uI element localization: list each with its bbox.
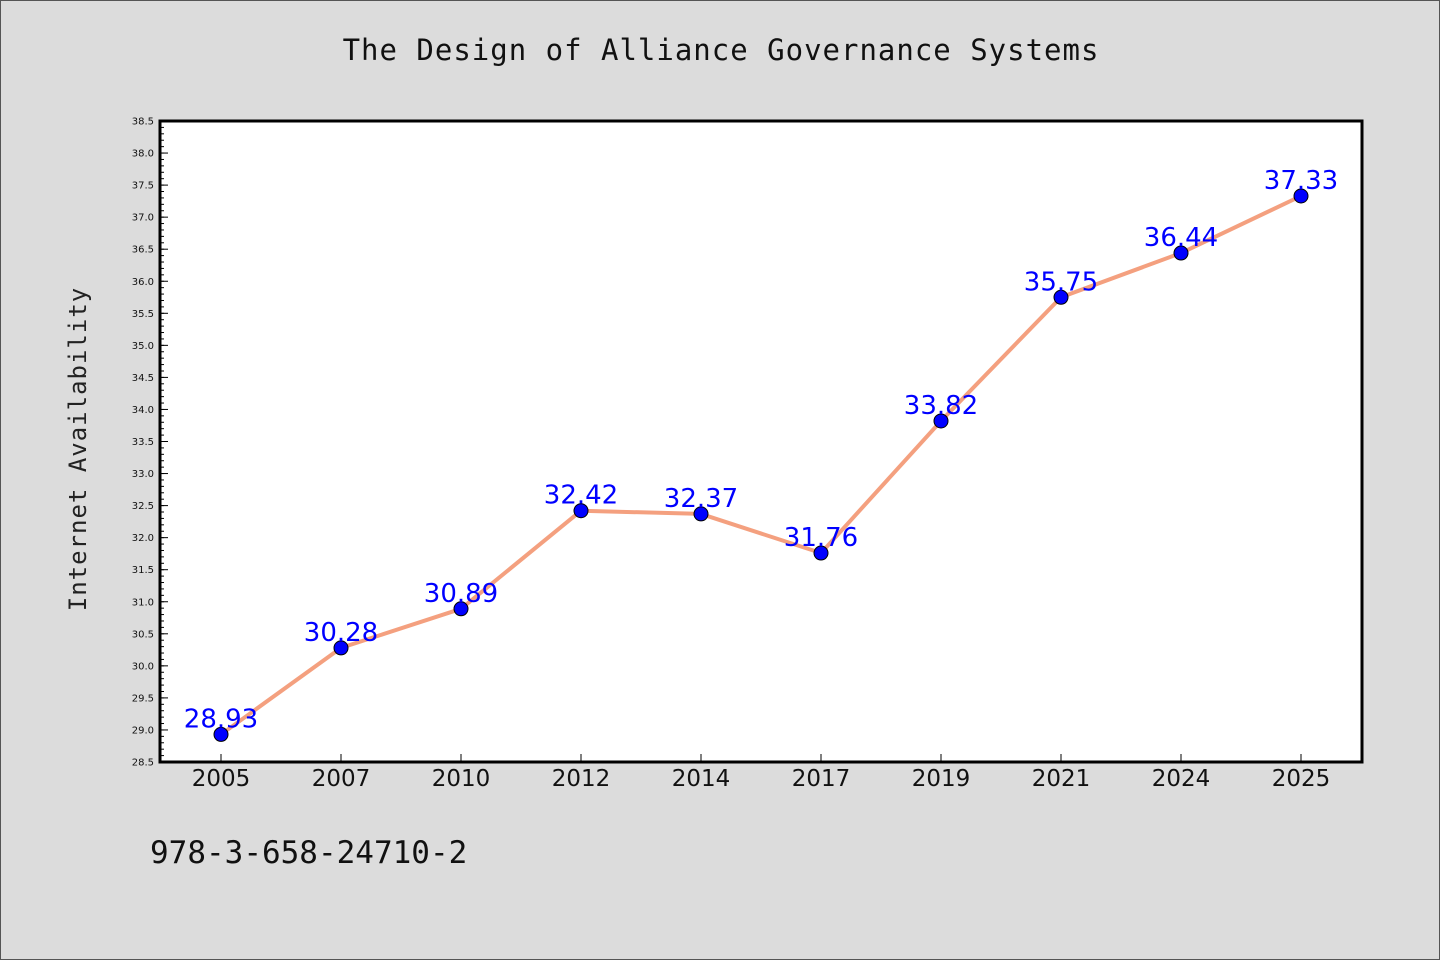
data-point (453, 601, 469, 617)
x-tick-label: 2017 (792, 766, 851, 792)
y-tick-label: 35.5 (132, 309, 154, 320)
data-point (333, 640, 349, 656)
x-tick-label: 2021 (1032, 766, 1091, 792)
y-tick-label: 37.0 (132, 213, 154, 224)
data-label: 28.93 (184, 704, 258, 734)
data-label: 32.37 (664, 484, 738, 514)
data-label: 36.44 (1144, 223, 1218, 253)
data-point (1293, 188, 1309, 204)
data-label: 30.89 (424, 579, 498, 609)
series-line (219, 193, 1303, 737)
data-label: 32.42 (544, 481, 618, 511)
x-tick-label: 2019 (912, 766, 971, 792)
data-point (933, 413, 949, 429)
y-tick-label: 35.0 (132, 341, 154, 352)
y-tick-label: 34.5 (132, 373, 154, 384)
x-tick-label: 2025 (1272, 766, 1331, 792)
data-point (813, 545, 829, 561)
data-point (693, 506, 709, 522)
y-tick-label: 32.5 (132, 501, 154, 512)
data-point (213, 726, 229, 742)
y-tick-label: 38.0 (132, 149, 154, 160)
data-label: 35.75 (1024, 267, 1098, 297)
y-tick-label: 34.0 (132, 405, 154, 416)
y-tick-label: 28.5 (132, 758, 154, 769)
x-tick-label: 2012 (552, 766, 611, 792)
isbn-footer: 978-3-658-24710-2 (150, 835, 468, 871)
y-tick-label: 33.5 (132, 437, 154, 448)
x-tick-label: 2010 (432, 766, 491, 792)
y-tick-label: 32.0 (132, 533, 154, 544)
data-point (1173, 245, 1189, 261)
y-tick-label: 33.0 (132, 469, 154, 480)
y-tick-label: 29.0 (132, 725, 154, 736)
data-label: 33.82 (904, 391, 978, 421)
x-tick-label: 2005 (192, 766, 251, 792)
x-tick-label: 2024 (1152, 766, 1211, 792)
y-tick-label: 31.0 (132, 597, 154, 608)
y-tick-label: 38.5 (132, 117, 154, 128)
x-tick-label: 2014 (672, 766, 731, 792)
data-label: 37.33 (1264, 166, 1338, 196)
data-label: 30.28 (304, 618, 378, 648)
y-tick-label: 31.5 (132, 565, 154, 576)
y-tick-label: 37.5 (132, 181, 154, 192)
x-tick-label: 2007 (312, 766, 371, 792)
y-tick-label: 30.5 (132, 629, 154, 640)
data-point (573, 503, 589, 519)
chart-title: The Design of Alliance Governance System… (342, 33, 1100, 67)
y-tick-label: 29.5 (132, 693, 154, 704)
plot-area (158, 119, 1364, 764)
data-point (1053, 289, 1069, 305)
y-tick-label: 36.5 (132, 245, 154, 256)
y-tick-label: 30.0 (132, 661, 154, 672)
y-tick-label: 36.0 (132, 277, 154, 288)
data-label: 31.76 (784, 523, 858, 553)
